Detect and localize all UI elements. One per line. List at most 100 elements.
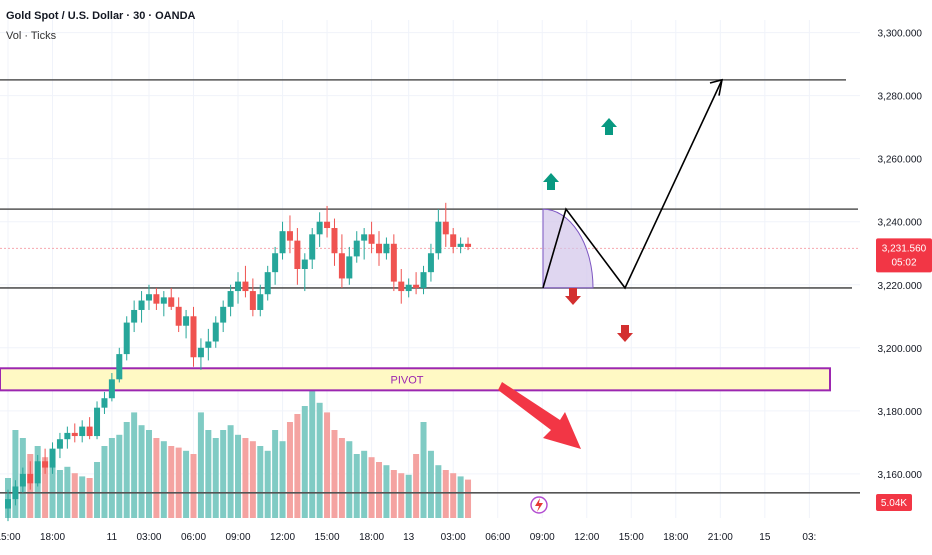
volume-bar <box>457 476 464 518</box>
candle <box>413 284 420 288</box>
chart-title: Gold Spot / U.S. Dollar · 30 · OANDA <box>6 10 196 22</box>
x-tick-label: 15:00 <box>315 532 340 543</box>
candle <box>390 243 397 282</box>
volume-badge <box>876 494 912 511</box>
candle <box>86 426 93 437</box>
volume-bar <box>353 454 360 518</box>
volume-bar <box>160 441 167 518</box>
volume-bar <box>212 438 219 518</box>
bearish-arrow-icon <box>617 325 633 342</box>
candle <box>116 354 123 380</box>
candle <box>272 253 279 273</box>
y-tick-label: 3,160.000 <box>878 470 923 481</box>
volume-bar <box>427 450 434 518</box>
candle <box>94 407 101 437</box>
fib-arc[interactable] <box>542 208 594 289</box>
candle <box>346 256 353 279</box>
x-tick-label: 15 <box>759 532 771 543</box>
big-bearish-arrow-icon <box>498 382 581 449</box>
x-tick-label: 21:00 <box>708 532 733 543</box>
volume-bar <box>383 465 390 518</box>
candle <box>286 231 293 241</box>
volume-bar <box>116 434 123 518</box>
x-tick-label: 18:00 <box>359 532 384 543</box>
volume-bar <box>272 430 279 518</box>
x-tick-label: 15:00 <box>619 532 644 543</box>
volume-bar <box>220 430 227 518</box>
candle <box>5 499 11 509</box>
y-tick-label: 3,240.000 <box>878 218 923 229</box>
candle <box>34 461 41 484</box>
candle <box>56 439 63 449</box>
candle <box>279 231 286 254</box>
volume-bar <box>324 412 331 518</box>
volume-badge-value: 5.04K <box>881 498 907 509</box>
volume-bar <box>153 438 160 518</box>
candle <box>376 243 382 254</box>
candle <box>338 253 345 279</box>
volume-bar <box>435 465 442 518</box>
volume-bar <box>79 476 86 518</box>
volume-bar <box>398 473 405 518</box>
x-tick-label: 09:00 <box>226 532 251 543</box>
candle <box>450 234 457 247</box>
candle <box>42 461 49 468</box>
volume-bar <box>242 438 249 518</box>
volume-bar <box>450 473 457 518</box>
y-tick-label: 3,200.000 <box>878 344 923 355</box>
volume-bar <box>405 474 412 518</box>
candle <box>309 234 316 260</box>
candle <box>465 243 472 247</box>
candle <box>138 300 145 310</box>
x-tick-label: 13 <box>403 532 415 543</box>
candle <box>79 426 86 437</box>
candle <box>220 306 227 323</box>
x-tick-label: 12:00 <box>574 532 599 543</box>
volume-bar <box>71 473 78 518</box>
candle <box>294 240 301 269</box>
volume-bar <box>279 441 286 518</box>
volume-bar <box>56 470 63 518</box>
candle <box>301 259 308 269</box>
candle <box>108 379 115 399</box>
price-badge <box>876 238 932 273</box>
volume-bar <box>12 430 19 518</box>
x-tick-label: 03:00 <box>441 532 466 543</box>
y-tick-label: 3,260.000 <box>878 155 923 166</box>
price-badge-time: 05:02 <box>891 257 916 268</box>
volume-bar <box>465 479 472 518</box>
pivot-zone[interactable] <box>0 367 831 392</box>
volume-bar <box>183 450 190 518</box>
candle <box>197 347 204 358</box>
y-tick-label: 3,220.000 <box>878 281 923 292</box>
x-tick-label: 18:00 <box>40 532 65 543</box>
volume-bar <box>86 478 93 518</box>
candle <box>175 306 182 326</box>
volume-bar <box>227 425 234 518</box>
candle <box>257 294 264 310</box>
candle <box>427 253 434 273</box>
candle <box>457 243 464 247</box>
volume-bar <box>205 430 212 518</box>
volume-bar <box>131 412 138 518</box>
volume-bar <box>94 462 101 518</box>
x-tick-label: 06:00 <box>181 532 206 543</box>
candle <box>190 316 197 358</box>
candle <box>405 284 412 292</box>
x-tick-label: 09:00 <box>530 532 555 543</box>
candle <box>235 281 242 292</box>
y-tick-label: 3,280.000 <box>878 92 923 103</box>
volume-bar <box>309 390 316 518</box>
candle <box>183 316 190 326</box>
volume-bar <box>101 446 108 518</box>
volume-bar <box>49 462 56 518</box>
volume-bar <box>264 450 271 518</box>
projection-path[interactable] <box>542 79 723 290</box>
candle <box>435 221 442 254</box>
candle <box>153 294 160 304</box>
volume-bar <box>286 422 293 518</box>
candle <box>242 281 249 292</box>
candle <box>264 272 271 295</box>
